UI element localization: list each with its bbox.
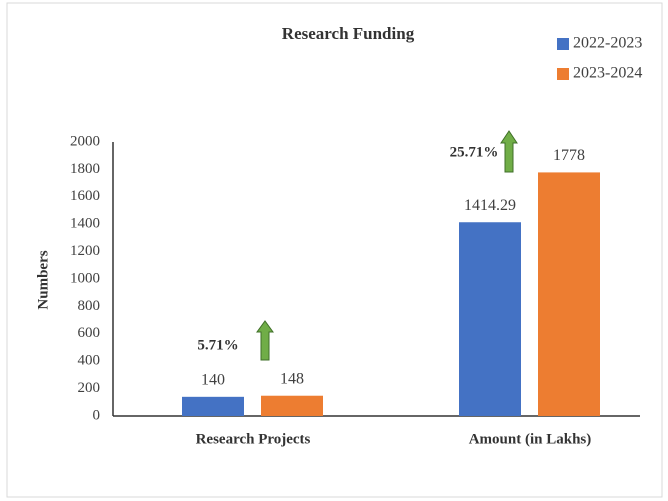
bar <box>538 172 600 416</box>
y-tick-label: 1800 <box>70 161 100 177</box>
y-tick-label: 800 <box>78 298 101 314</box>
up-arrow <box>256 320 274 361</box>
y-tick-label: 1000 <box>70 270 100 286</box>
y-tick-label: 2000 <box>70 133 100 149</box>
y-tick-label: 1600 <box>70 188 100 204</box>
legend-label: 2023-2024 <box>573 65 642 82</box>
up-arrow <box>500 130 518 173</box>
data-label: 140 <box>201 371 225 388</box>
y-tick-label: 0 <box>93 407 101 423</box>
data-label: 1414.29 <box>464 197 516 214</box>
y-tick-label: 200 <box>78 380 101 396</box>
bar <box>459 222 521 416</box>
bar <box>261 395 323 416</box>
y-tick-label: 1200 <box>70 243 100 259</box>
x-tick-label: Amount (in Lakhs) <box>469 431 592 447</box>
y-tick-label: 1400 <box>70 216 100 232</box>
data-label: 148 <box>280 370 304 387</box>
legend-swatch <box>557 68 569 80</box>
y-tick-label: 600 <box>78 325 101 341</box>
x-tick-label: Research Projects <box>196 431 311 447</box>
legend-label: 2022-2023 <box>573 35 642 52</box>
y-tick-label: 400 <box>78 353 101 369</box>
bar <box>182 396 244 416</box>
y-axis-label: Numbers <box>35 250 51 309</box>
chart-title: Research Funding <box>282 24 415 43</box>
data-label: 1778 <box>553 147 585 164</box>
legend-swatch <box>557 38 569 50</box>
annotation: 25.71% <box>450 144 499 160</box>
annotation: 5.71% <box>197 337 238 353</box>
